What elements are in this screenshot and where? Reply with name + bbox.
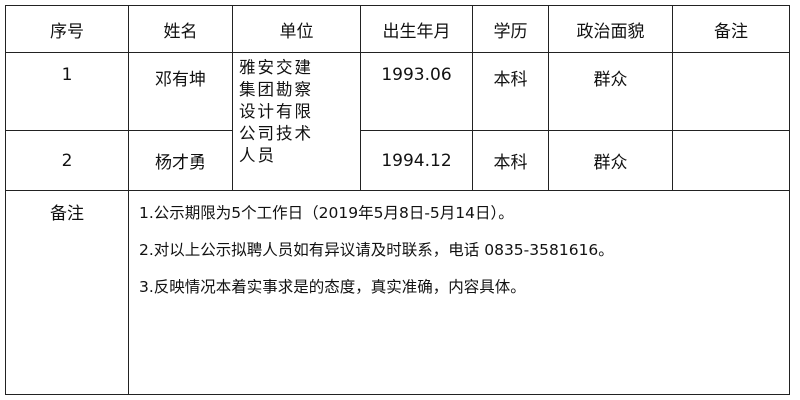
unit-line: 设计有限 — [239, 102, 313, 121]
header-remark: 备注 — [672, 5, 790, 53]
row2-name: 杨才勇 — [128, 130, 233, 191]
note-line: 1.公示期限为5个工作日（2019年5月8日-5月14日）。 — [139, 204, 514, 222]
row2-remark — [672, 130, 790, 191]
header-political: 政治面貌 — [548, 5, 673, 53]
header-no: 序号 — [5, 5, 129, 53]
row2-political: 群众 — [548, 130, 673, 191]
header-education: 学历 — [472, 5, 549, 53]
unit-cell: 雅安交建 集团勘察 设计有限 公司技术 人员 — [232, 52, 361, 191]
note-line: 3.反映情况本着实事求是的态度，真实准确，内容具体。 — [139, 278, 526, 296]
row1-no: 1 — [5, 52, 129, 131]
note-line: 2.对以上公示拟聘人员如有异议请及时联系，电话 0835-3581616。 — [139, 241, 614, 259]
notes-content: 1.公示期限为5个工作日（2019年5月8日-5月14日）。 2.对以上公示拟聘… — [128, 190, 790, 395]
unit-line: 人员 — [239, 146, 276, 165]
row2-birth: 1994.12 — [360, 130, 473, 191]
row1-education: 本科 — [472, 52, 549, 131]
unit-line: 公司技术 — [239, 124, 313, 143]
header-name: 姓名 — [128, 5, 233, 53]
row1-name: 邓有坤 — [128, 52, 233, 131]
row1-remark — [672, 52, 790, 131]
row1-political: 群众 — [548, 52, 673, 131]
unit-line: 集团勘察 — [239, 80, 313, 99]
unit-line: 雅安交建 — [239, 58, 313, 77]
row2-no: 2 — [5, 130, 129, 191]
notes-label: 备注 — [5, 190, 129, 395]
header-unit: 单位 — [232, 5, 361, 53]
header-birth: 出生年月 — [360, 5, 473, 53]
row1-birth: 1993.06 — [360, 52, 473, 131]
row2-education: 本科 — [472, 130, 549, 191]
